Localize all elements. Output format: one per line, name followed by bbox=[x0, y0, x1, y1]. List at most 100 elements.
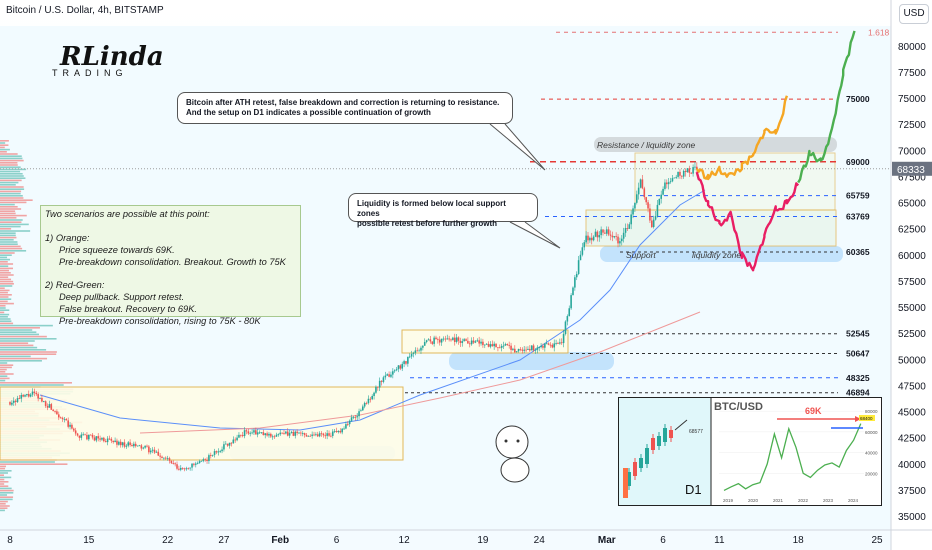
volume-profile-bar bbox=[0, 355, 31, 358]
x-tick-label: 11 bbox=[714, 535, 725, 546]
inset-price-tag-bg bbox=[859, 415, 875, 421]
candle-body bbox=[335, 430, 338, 433]
volume-profile-bar bbox=[0, 360, 42, 362]
candle-body bbox=[20, 395, 23, 399]
volume-profile-bar bbox=[0, 467, 6, 470]
candle-body bbox=[292, 431, 295, 436]
volume-profile-bar bbox=[0, 377, 10, 380]
candle-body bbox=[121, 442, 124, 446]
candle-body bbox=[174, 463, 176, 465]
scenario-line: Two scenarios are possible at this point… bbox=[45, 209, 210, 219]
candle-body bbox=[324, 435, 327, 437]
candle-body bbox=[433, 337, 435, 344]
y-tick-label: 77500 bbox=[898, 68, 926, 79]
candle-body bbox=[587, 235, 589, 241]
candle-body bbox=[176, 464, 178, 469]
candle-body bbox=[515, 351, 518, 353]
candle-body bbox=[33, 391, 36, 393]
volume-profile-bar bbox=[0, 263, 14, 265]
candle-body bbox=[658, 198, 661, 205]
volume-profile-bar bbox=[0, 338, 57, 340]
candle-body bbox=[675, 176, 678, 178]
candle-body bbox=[236, 437, 238, 441]
candle-body bbox=[316, 434, 319, 437]
volume-profile-bar bbox=[0, 254, 12, 256]
inset-candle-body bbox=[623, 468, 628, 498]
candle-body bbox=[639, 179, 642, 188]
candle-body bbox=[609, 234, 612, 236]
candle-body bbox=[168, 458, 171, 461]
y-tick-label: 52500 bbox=[898, 329, 926, 340]
candle-body bbox=[446, 338, 449, 340]
candle-body bbox=[78, 435, 81, 438]
candle-body bbox=[86, 434, 88, 440]
candle-body bbox=[634, 202, 636, 209]
candle-body bbox=[583, 242, 586, 248]
logo-subtitle: TRADING bbox=[52, 68, 128, 78]
candle-body bbox=[270, 433, 272, 437]
candle-body bbox=[138, 445, 141, 447]
candle-body bbox=[438, 339, 441, 343]
volume-profile-bar bbox=[0, 168, 27, 171]
volume-profile-bar bbox=[0, 181, 19, 184]
candle-body bbox=[277, 434, 280, 436]
candle-body bbox=[514, 348, 516, 353]
candle-body bbox=[209, 455, 212, 456]
candle-body bbox=[664, 182, 666, 189]
volume-profile-bar bbox=[0, 474, 5, 476]
candle-body bbox=[194, 463, 197, 465]
candle-body bbox=[461, 341, 464, 343]
y-tick-label: 80000 bbox=[898, 42, 926, 53]
candle-body bbox=[579, 254, 582, 261]
candle-body bbox=[575, 273, 578, 278]
candle-body bbox=[600, 229, 602, 236]
candle-body bbox=[547, 343, 550, 345]
candle-body bbox=[444, 338, 447, 340]
candle-body bbox=[482, 341, 484, 346]
volume-profile-bar bbox=[0, 142, 6, 144]
candle-body bbox=[225, 443, 227, 445]
volume-profile-bar bbox=[0, 364, 14, 366]
volume-profile-bar bbox=[0, 371, 6, 373]
candle-body bbox=[562, 334, 565, 344]
candle-body bbox=[140, 445, 143, 449]
currency-button[interactable]: USD bbox=[899, 4, 929, 24]
candle-body bbox=[183, 468, 186, 470]
candle-body bbox=[457, 337, 460, 341]
level-label: 46894 bbox=[846, 388, 870, 398]
candle-body bbox=[532, 345, 535, 351]
candle-body bbox=[12, 400, 15, 403]
y-tick-label: 65000 bbox=[898, 199, 926, 210]
volume-profile-bar bbox=[0, 228, 12, 230]
candle-body bbox=[356, 416, 358, 418]
candle-body bbox=[313, 434, 315, 436]
candle-body bbox=[345, 424, 347, 429]
candle-body bbox=[266, 433, 268, 436]
y-tick-label: 62500 bbox=[898, 225, 926, 236]
x-tick-label: 19 bbox=[477, 535, 489, 546]
candle-body bbox=[262, 432, 265, 436]
candle-body bbox=[326, 433, 328, 436]
volume-profile-bar bbox=[0, 157, 23, 160]
inset-y-tick: 80000 bbox=[865, 409, 878, 414]
candle-body bbox=[604, 232, 606, 234]
candle-body bbox=[542, 345, 544, 348]
candle-body bbox=[679, 171, 681, 176]
candle-body bbox=[373, 392, 375, 397]
candle-body bbox=[371, 396, 373, 400]
candle-body bbox=[626, 228, 629, 229]
candle-body bbox=[71, 424, 73, 429]
inset-right-title: BTC/USD bbox=[714, 401, 763, 413]
candle-body bbox=[215, 451, 218, 453]
candle-body bbox=[360, 410, 362, 412]
candle-body bbox=[429, 339, 432, 342]
candle-body bbox=[615, 236, 617, 237]
candle-body bbox=[384, 375, 387, 378]
candle-body bbox=[251, 432, 253, 434]
volume-profile-bar bbox=[0, 151, 7, 153]
callout-line: And the setup on D1 indicates a possible… bbox=[186, 108, 431, 117]
volume-profile-bar bbox=[0, 362, 8, 364]
volume-profile-bar bbox=[0, 272, 11, 274]
volume-profile-bar bbox=[0, 366, 12, 369]
candle-body bbox=[596, 231, 599, 238]
